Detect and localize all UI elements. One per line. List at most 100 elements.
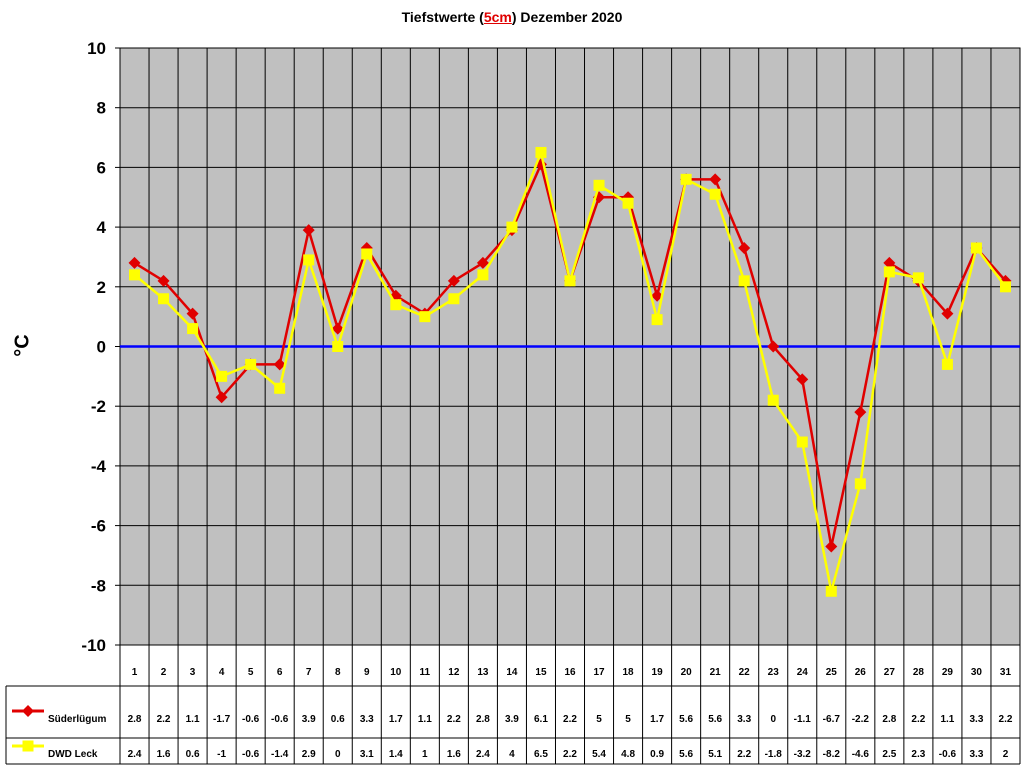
legend-label: Süderlügum xyxy=(48,714,106,725)
series-1-point xyxy=(825,540,838,553)
data-label: 2.3 xyxy=(911,749,925,760)
y-tick-label: 10 xyxy=(87,39,106,58)
series-1-point xyxy=(883,256,896,269)
x-tick-label: 4 xyxy=(219,667,225,678)
series-1-point xyxy=(796,373,809,386)
y-tick-label: -6 xyxy=(91,517,106,536)
x-tick-label: 12 xyxy=(448,667,460,678)
series-2-point xyxy=(854,478,866,490)
data-label: 1.7 xyxy=(389,714,403,725)
series-2-point xyxy=(129,269,141,281)
legend-label: DWD Leck xyxy=(48,749,98,760)
series-1-point xyxy=(767,340,780,353)
series-1-point xyxy=(738,241,751,254)
data-label: -0.6 xyxy=(242,749,260,760)
x-tick-label: 20 xyxy=(681,667,693,678)
data-label: 0.6 xyxy=(331,714,345,725)
data-label: 1.4 xyxy=(389,749,403,760)
x-tick-label: 18 xyxy=(623,667,635,678)
data-label: 1.1 xyxy=(940,714,954,725)
x-tick-label: 14 xyxy=(506,667,518,678)
data-label: 2.4 xyxy=(476,749,490,760)
x-tick-label: 26 xyxy=(855,667,867,678)
data-label: 1.6 xyxy=(157,749,171,760)
data-label: 0.6 xyxy=(186,749,200,760)
data-label: 3.3 xyxy=(969,749,983,760)
y-tick-label: 0 xyxy=(97,338,106,357)
series-2-point xyxy=(738,275,750,287)
series-2-point xyxy=(274,382,286,394)
data-label: 2.2 xyxy=(737,749,751,760)
data-label: 0 xyxy=(770,714,776,725)
x-tick-label: 5 xyxy=(248,667,254,678)
chart-title-suffix: ) Dezember 2020 xyxy=(511,9,623,25)
y-tick-label: -4 xyxy=(91,457,107,476)
y-tick-label: 6 xyxy=(97,158,106,177)
series-1-point xyxy=(331,322,344,335)
x-tick-label: 31 xyxy=(1000,667,1012,678)
x-tick-label: 13 xyxy=(477,667,489,678)
legend-marker xyxy=(22,705,34,717)
data-label: -1.4 xyxy=(271,749,289,760)
x-tick-label: 10 xyxy=(390,667,402,678)
y-tick-label: 4 xyxy=(97,218,107,237)
data-label: 6.1 xyxy=(534,714,548,725)
series-2-point xyxy=(970,242,982,254)
x-tick-label: 25 xyxy=(826,667,838,678)
data-label: 4 xyxy=(509,749,515,760)
data-label: 6.5 xyxy=(534,749,548,760)
data-label: -1.1 xyxy=(794,714,812,725)
x-tick-label: 15 xyxy=(535,667,547,678)
series-2-point xyxy=(158,293,170,305)
data-label: 2.8 xyxy=(882,714,896,725)
series-2-point xyxy=(593,179,605,191)
series-1-point xyxy=(273,358,286,371)
data-label: -8.2 xyxy=(823,749,841,760)
data-label: 2.8 xyxy=(476,714,490,725)
data-label: 2.2 xyxy=(447,714,461,725)
data-label: -1.8 xyxy=(765,749,783,760)
x-tick-label: 16 xyxy=(564,667,576,678)
x-tick-label: 3 xyxy=(190,667,196,678)
data-label: 3.3 xyxy=(737,714,751,725)
data-label: 3.3 xyxy=(360,714,374,725)
data-label: 3.9 xyxy=(302,714,316,725)
data-label: 0.9 xyxy=(650,749,664,760)
data-label: 2 xyxy=(1003,749,1009,760)
series-1-point xyxy=(941,307,954,320)
legend-marker xyxy=(22,740,34,752)
data-label: -0.6 xyxy=(271,714,289,725)
data-label: 5.1 xyxy=(708,749,722,760)
data-label: -2.2 xyxy=(852,714,870,725)
data-label: 5.6 xyxy=(679,749,693,760)
chart-title-prefix: Tiefstwerte ( xyxy=(401,9,484,25)
series-1-point xyxy=(709,173,722,186)
data-label: 3.1 xyxy=(360,749,374,760)
series-2-point xyxy=(883,266,895,278)
series-2-point xyxy=(535,146,547,158)
y-tick-label: -2 xyxy=(91,397,106,416)
data-label: 1.6 xyxy=(447,749,461,760)
data-label: 2.8 xyxy=(128,714,142,725)
data-label: 3.3 xyxy=(969,714,983,725)
data-label: 5 xyxy=(625,714,631,725)
x-tick-label: 19 xyxy=(652,667,664,678)
data-label: 5.6 xyxy=(679,714,693,725)
series-1-point xyxy=(854,406,867,419)
x-tick-label: 7 xyxy=(306,667,312,678)
data-label: 2.2 xyxy=(911,714,925,725)
data-label: -0.6 xyxy=(242,714,260,725)
series-2-point xyxy=(622,197,634,209)
x-tick-label: 2 xyxy=(161,667,167,678)
x-tick-label: 8 xyxy=(335,667,341,678)
data-label: 0 xyxy=(335,749,341,760)
x-tick-label: 1 xyxy=(132,667,138,678)
data-label: 1.7 xyxy=(650,714,664,725)
series-2-point xyxy=(361,248,373,260)
data-label: 4.8 xyxy=(621,749,635,760)
x-tick-label: 21 xyxy=(710,667,722,678)
data-label: 2.2 xyxy=(157,714,171,725)
series-2-point xyxy=(825,585,837,597)
series-2-point xyxy=(187,323,199,335)
